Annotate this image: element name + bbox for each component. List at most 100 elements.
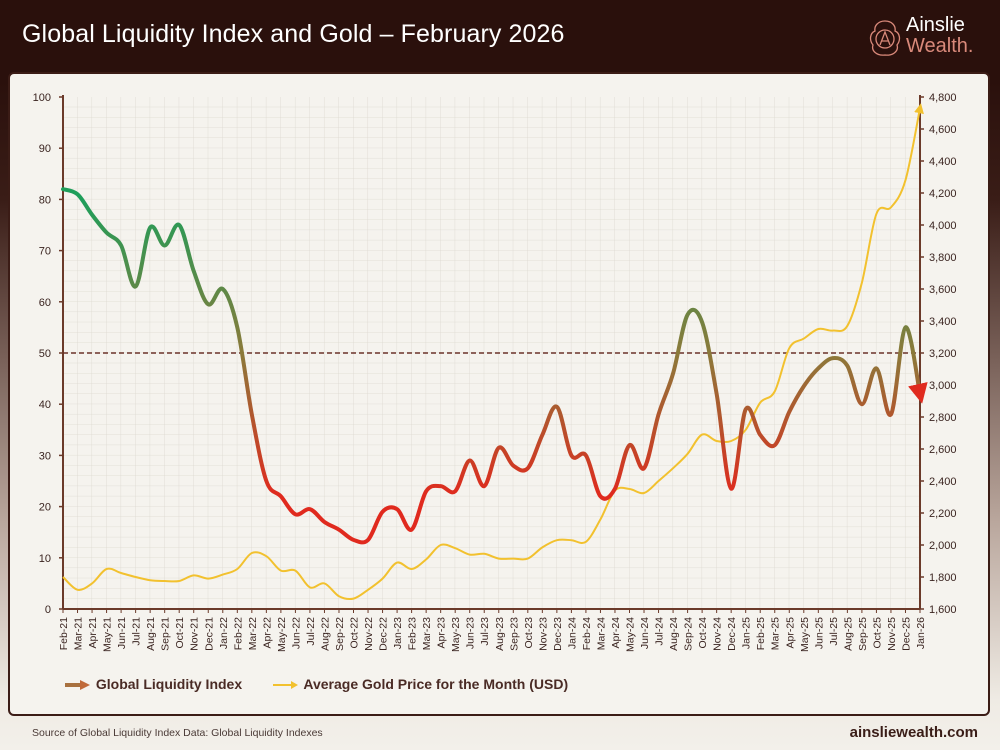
x-tick-label: Jul-25: [828, 617, 840, 646]
legend-item-gold: Average Gold Price for the Month (USD): [272, 676, 568, 692]
left-tick-label: 10: [39, 553, 51, 565]
right-tick-label: 3,200: [929, 348, 957, 360]
right-tick-label: 3,400: [929, 316, 957, 328]
x-tick-label: Jun-22: [290, 617, 302, 649]
right-tick-label: 4,600: [929, 124, 957, 136]
x-tick-label: Jun-21: [116, 617, 128, 649]
x-tick-label: Oct-22: [349, 617, 361, 649]
logo-text-wealth: Wealth.: [906, 35, 974, 57]
source-note: Source of Global Liquidity Index Data: G…: [32, 727, 323, 739]
left-tick-label: 50: [39, 348, 51, 360]
left-tick-label: 30: [39, 450, 51, 462]
x-tick-label: Mar-23: [421, 617, 433, 650]
x-tick-label: Nov-23: [537, 617, 549, 651]
legend-arrow-yellow-icon: [273, 681, 298, 690]
website-link[interactable]: ainsliewealth.com: [849, 724, 978, 741]
x-tick-label: Jan-24: [566, 617, 578, 649]
x-tick-label: Oct-23: [523, 617, 535, 649]
x-tick-label: Dec-21: [203, 617, 215, 651]
x-tick-label: Aug-21: [145, 617, 157, 651]
x-tick-label: Aug-24: [668, 617, 680, 651]
legend-label-gli: Global Liquidity Index: [95, 676, 243, 692]
left-tick-label: 100: [33, 92, 51, 104]
x-tick-label: May-21: [102, 617, 114, 652]
left-tick-label: 70: [39, 246, 51, 258]
x-tick-label: Nov-25: [886, 617, 898, 651]
x-tick-label: Jan-26: [915, 617, 927, 649]
x-tick-label: Sep-23: [508, 617, 520, 651]
x-tick-label: May-25: [799, 617, 811, 652]
legend-label-gold: Average Gold Price for the Month (USD): [303, 676, 569, 692]
x-tick-label: Sep-21: [160, 617, 172, 651]
x-tick-label: Jun-24: [639, 617, 651, 649]
logo-text-ainslie: Ainslie: [906, 14, 965, 36]
x-tick-label: Jul-23: [479, 617, 491, 646]
x-tick-label: Oct-21: [174, 617, 186, 649]
x-tick-label: Feb-25: [755, 617, 767, 650]
x-tick-label: Feb-22: [232, 617, 244, 650]
right-tick-label: 2,800: [929, 412, 957, 424]
x-tick-label: Oct-24: [697, 617, 709, 649]
x-tick-label: Apr-25: [784, 617, 796, 649]
right-tick-label: 3,800: [929, 252, 957, 264]
left-tick-label: 60: [39, 297, 51, 309]
right-tick-label: 4,400: [929, 156, 957, 168]
x-tick-label: Mar-21: [73, 617, 85, 650]
right-tick-label: 4,000: [929, 220, 957, 232]
x-tick-label: Sep-24: [683, 617, 695, 651]
x-tick-label: Mar-22: [247, 617, 259, 650]
x-tick-label: Jan-23: [392, 617, 404, 649]
x-tick-label: Nov-21: [189, 617, 201, 651]
legend-arrow-brown-icon: [65, 680, 90, 691]
x-tick-label: Dec-25: [900, 617, 912, 651]
right-tick-label: 2,200: [929, 508, 957, 520]
x-tick-label: Feb-21: [58, 617, 70, 650]
x-tick-label: Apr-23: [436, 617, 448, 649]
left-tick-label: 40: [39, 399, 51, 411]
right-tick-label: 3,000: [929, 380, 957, 392]
left-tick-label: 0: [45, 604, 51, 616]
x-tick-label: Mar-25: [770, 617, 782, 650]
x-tick-label: Aug-23: [494, 617, 506, 651]
left-tick-label: 90: [39, 143, 51, 155]
right-tick-label: 2,600: [929, 444, 957, 456]
x-tick-label: Mar-24: [595, 617, 607, 650]
x-tick-label: May-23: [450, 617, 462, 652]
right-tick-label: 2,400: [929, 476, 957, 488]
right-tick-label: 4,200: [929, 188, 957, 200]
right-tick-label: 3,600: [929, 284, 957, 296]
ainslie-wealth-logo: Ainslie Wealth.: [868, 14, 998, 60]
x-tick-label: Apr-21: [87, 617, 99, 649]
x-tick-label: Jun-23: [465, 617, 477, 649]
x-tick-label: May-24: [624, 617, 636, 652]
x-tick-label: Sep-25: [857, 617, 869, 651]
x-tick-label: Jul-24: [654, 617, 666, 646]
right-tick-label: 1,800: [929, 572, 957, 584]
x-tick-label: Dec-22: [378, 617, 390, 651]
logo-emblem-icon: [869, 20, 901, 56]
x-tick-label: Dec-24: [726, 617, 738, 651]
x-tick-label: Aug-25: [842, 617, 854, 651]
x-tick-label: Nov-24: [712, 617, 724, 651]
right-tick-label: 1,600: [929, 604, 957, 616]
page-title: Global Liquidity Index and Gold – Februa…: [22, 20, 565, 48]
x-tick-label: Sep-22: [334, 617, 346, 651]
x-tick-label: Dec-23: [552, 617, 564, 651]
x-tick-label: Apr-22: [261, 617, 273, 649]
x-tick-label: Feb-23: [407, 617, 419, 650]
left-tick-label: 20: [39, 502, 51, 514]
x-tick-label: Oct-25: [871, 617, 883, 649]
x-tick-label: Feb-24: [581, 617, 593, 650]
left-tick-label: 80: [39, 194, 51, 206]
x-tick-label: Jan-22: [218, 617, 230, 649]
x-tick-label: Aug-22: [319, 617, 331, 651]
x-tick-label: Jan-25: [741, 617, 753, 649]
x-tick-label: Apr-24: [610, 617, 622, 649]
right-tick-label: 4,800: [929, 92, 957, 104]
gli-line: [61, 187, 928, 545]
right-tick-label: 2,000: [929, 540, 957, 552]
legend-item-gli: Global Liquidity Index: [64, 676, 242, 692]
x-tick-label: May-22: [276, 617, 288, 652]
x-tick-label: Nov-22: [363, 617, 375, 651]
